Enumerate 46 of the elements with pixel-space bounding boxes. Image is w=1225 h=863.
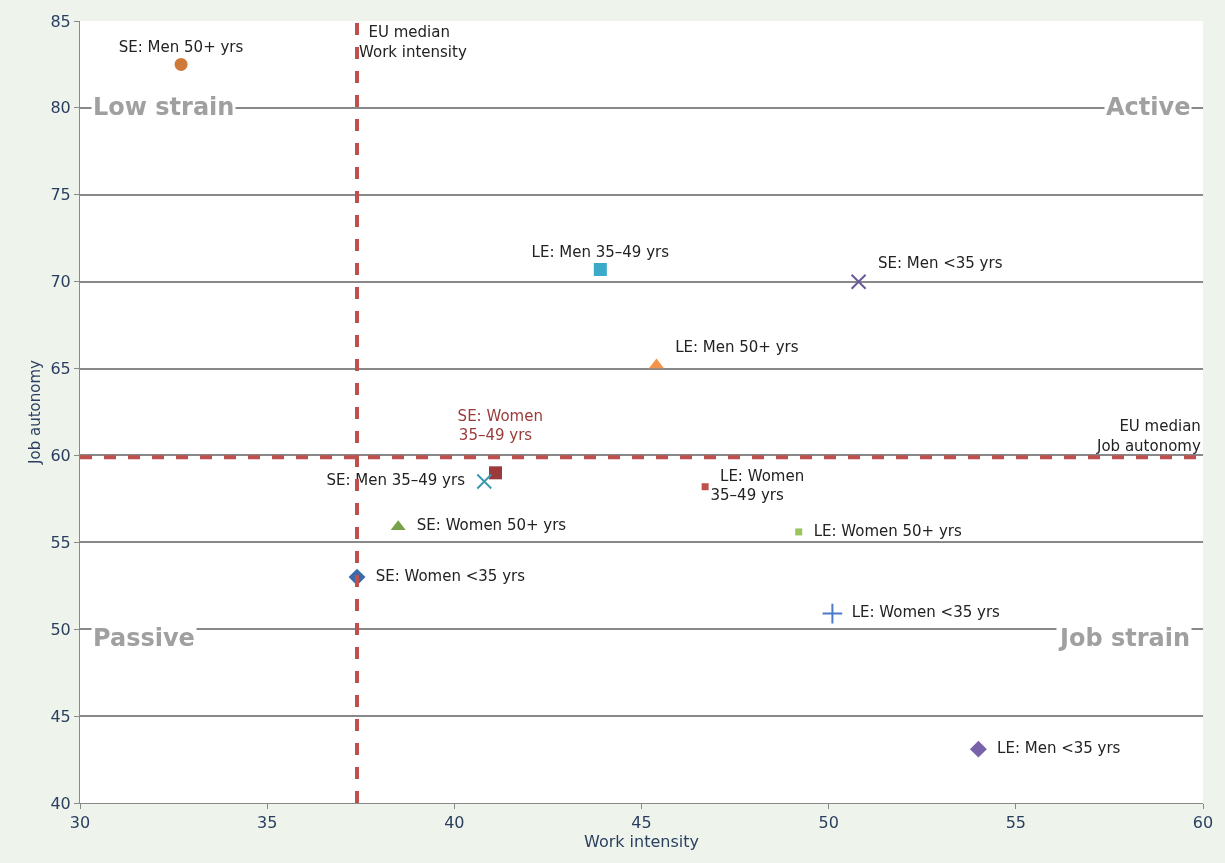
annotation: Job strain: [1058, 624, 1191, 652]
ref-line-label: EU median Job autonomy: [1096, 417, 1201, 455]
point: [850, 273, 867, 290]
y-tick-label: 55: [50, 532, 71, 552]
point: [969, 740, 987, 758]
series-label: SE: Women <35 yrs: [366, 566, 535, 585]
point: [701, 483, 709, 491]
series-label: LE: Men 50+ yrs: [665, 338, 809, 357]
point: [476, 473, 493, 490]
series-label: LE: Men <35 yrs: [987, 738, 1130, 757]
series-label: SE: Men 35–49 yrs: [316, 471, 475, 490]
point: [821, 602, 844, 625]
y-tick-label: 80: [50, 98, 71, 118]
text: SE: Women 35–49 yrs: [448, 406, 543, 445]
point: [174, 57, 188, 71]
ref-line-label: EU median Work intensity: [359, 23, 467, 61]
x-tick-label: 50: [818, 813, 839, 833]
annotation: Active: [1106, 93, 1191, 121]
x-tick-label: 60: [1192, 813, 1214, 833]
annotation: Passive: [93, 624, 195, 652]
series-label: LE: Women 35–49 yrs: [710, 466, 805, 505]
series-label: SE: Women 50+ yrs: [407, 516, 576, 535]
annotation: Low strain: [93, 93, 235, 121]
y-tick-label: 70: [50, 272, 71, 292]
x-tick-label: 45: [631, 813, 652, 833]
x-tick-label: 55: [1005, 813, 1027, 833]
point: [795, 528, 803, 536]
x-tick-label: 30: [69, 813, 91, 833]
point: [593, 263, 607, 276]
y-tick-label: 40: [50, 793, 71, 813]
y-tick-label: 75: [50, 185, 71, 205]
y-tick-label: 85: [50, 11, 71, 31]
series-label: LE: Women 50+ yrs: [804, 521, 972, 540]
x-tick-label: 35: [256, 813, 278, 833]
series-label: LE: Women <35 yrs: [842, 603, 1010, 622]
series-label: LE: Men 35–49 yrs: [522, 242, 679, 261]
series-label: SE: Men 50+ yrs: [109, 37, 253, 56]
y-tick-label: 45: [50, 706, 71, 726]
y-tick-label: 60: [50, 446, 71, 466]
x-tick-label: 40: [444, 813, 465, 833]
y-tick-label: 50: [50, 619, 71, 639]
point: [489, 466, 503, 480]
x-axis-title: Work intensity: [584, 832, 699, 852]
y-tick-label: 65: [50, 359, 71, 379]
y-axis-title: Job autonomy: [25, 359, 44, 465]
series-label: SE: Men <35 yrs: [868, 254, 1012, 273]
